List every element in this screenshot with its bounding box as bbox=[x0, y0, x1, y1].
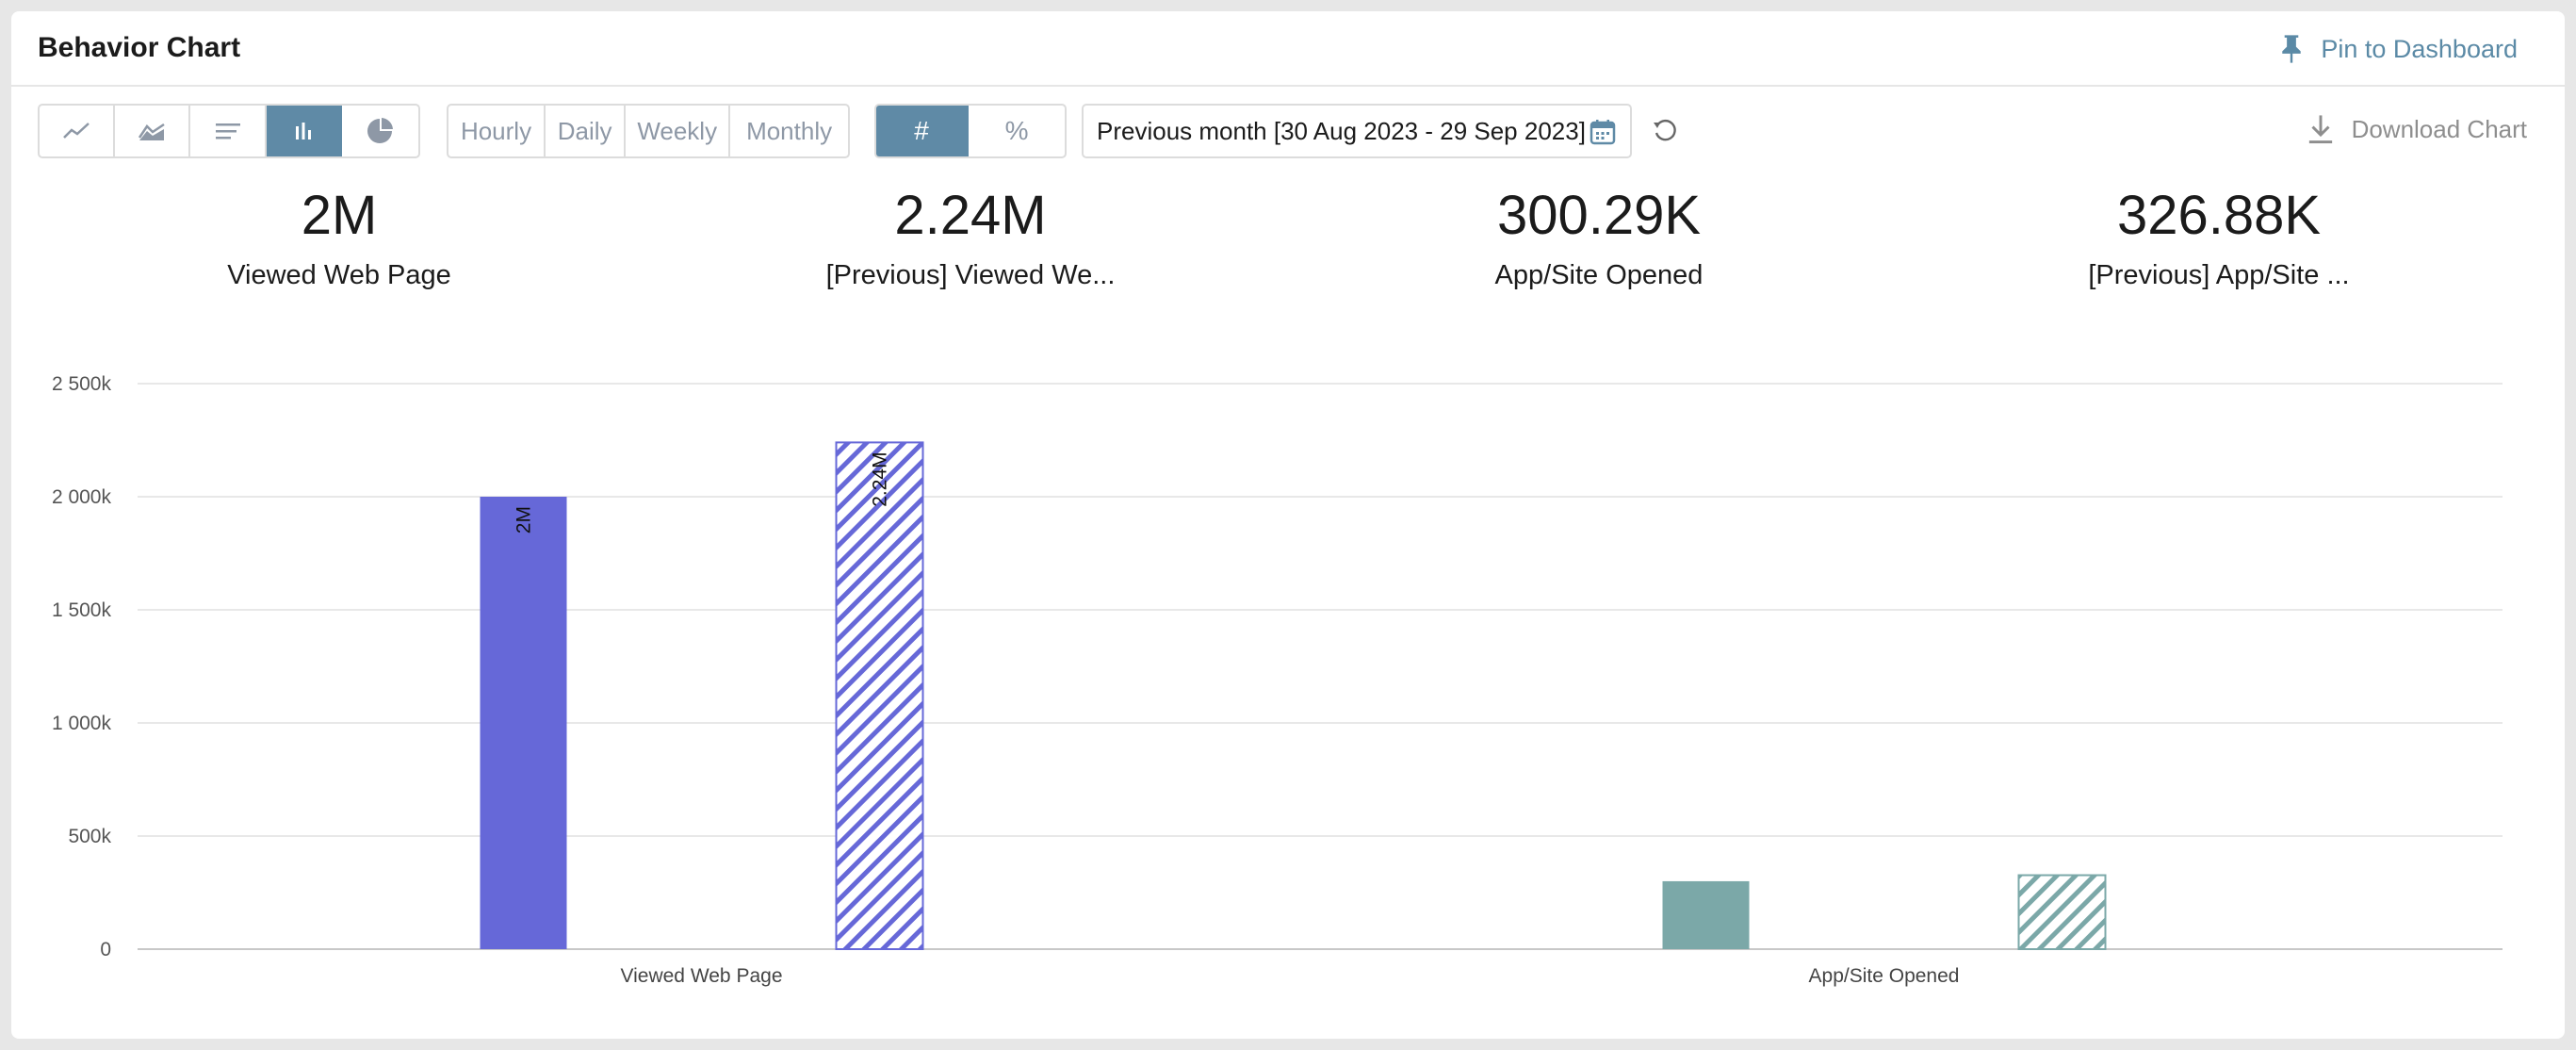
x-category-label: Viewed Web Page bbox=[620, 965, 782, 987]
pin-to-dashboard-label: Pin to Dashboard bbox=[2321, 34, 2518, 63]
card-header: Behavior Chart Pin to Dashboard bbox=[11, 11, 2565, 87]
metric-value: 326.88K bbox=[2116, 185, 2322, 246]
x-category-label: App/Site Opened bbox=[1809, 965, 1960, 987]
y-tick-label: 2 000k bbox=[52, 486, 112, 508]
metric-label: [Previous] App/Site ... bbox=[2088, 260, 2350, 290]
metric-value: 2.24M bbox=[894, 185, 1047, 246]
y-tick-label: 1 000k bbox=[52, 713, 112, 734]
date-range-value: Previous month [30 Aug 2023 - 29 Sep 202… bbox=[1097, 116, 1586, 145]
y-tick-label: 0 bbox=[100, 939, 111, 960]
bar-previous-app-site-opened[interactable] bbox=[2017, 874, 2107, 951]
chart-type-line-button[interactable] bbox=[40, 106, 116, 156]
pin-to-dashboard-button[interactable]: Pin to Dashboard bbox=[2277, 32, 2518, 66]
granularity-monthly-button[interactable]: Monthly bbox=[746, 116, 833, 145]
y-tick-label: 500k bbox=[68, 826, 111, 847]
mode-percent-button[interactable]: % bbox=[1004, 116, 1029, 145]
mode-count-button[interactable]: # bbox=[876, 106, 970, 156]
pie-chart-icon bbox=[367, 118, 394, 143]
area-chart-icon bbox=[139, 123, 165, 140]
metric-previous-viewed-web-page: 2.24M [Previous] Viewed We... bbox=[660, 189, 1281, 291]
metric-value: 300.29K bbox=[1496, 185, 1702, 246]
download-icon bbox=[2308, 115, 2332, 144]
bar-current-viewed-web-page[interactable] bbox=[480, 497, 567, 949]
bar-data-label: 2.24M bbox=[870, 451, 891, 506]
chart-type-bar-button[interactable] bbox=[266, 106, 342, 156]
chart-type-group bbox=[38, 104, 420, 158]
bar-previous-viewed-web-page[interactable] bbox=[835, 441, 924, 950]
granularity-group: Hourly Daily Weekly Monthly bbox=[447, 104, 850, 158]
value-mode-group: # % bbox=[874, 104, 1067, 158]
granularity-weekly-button[interactable]: Weekly bbox=[626, 106, 731, 156]
metric-value: 2M bbox=[301, 185, 378, 246]
calendar-icon bbox=[1590, 120, 1616, 145]
y-tick-label: 1 500k bbox=[52, 599, 112, 621]
chart-type-pie-button[interactable] bbox=[342, 106, 418, 156]
metric-viewed-web-page: 2M Viewed Web Page bbox=[28, 189, 650, 291]
behavior-chart-card: Behavior Chart Pin to Dashboard bbox=[11, 11, 2565, 1039]
metric-label: [Previous] Viewed We... bbox=[825, 260, 1116, 290]
metric-label: App/Site Opened bbox=[1494, 260, 1704, 290]
granularity-daily-button[interactable]: Daily bbox=[546, 106, 627, 156]
chart-type-area-button[interactable] bbox=[115, 106, 191, 156]
bar-current-app-site-opened[interactable] bbox=[1662, 880, 1750, 949]
metric-previous-app-site-opened: 326.88K [Previous] App/Site ... bbox=[1908, 189, 2530, 291]
download-chart-button[interactable]: Download Chart bbox=[2307, 113, 2527, 145]
bar-data-label: 2M bbox=[514, 506, 535, 533]
line-chart-icon bbox=[63, 123, 90, 139]
download-chart-label: Download Chart bbox=[2351, 114, 2527, 143]
granularity-hourly-button[interactable]: Hourly bbox=[448, 106, 546, 156]
chart-type-horizontal-bar-button[interactable] bbox=[190, 106, 267, 156]
bar-chart-icon bbox=[295, 123, 311, 139]
metric-label: Viewed Web Page bbox=[227, 260, 451, 290]
horizontal-bar-icon bbox=[215, 123, 240, 139]
y-tick-label: 2 500k bbox=[52, 373, 112, 395]
card-title: Behavior Chart bbox=[38, 32, 241, 63]
metric-app-site-opened: 300.29K App/Site Opened bbox=[1288, 189, 1910, 291]
pin-icon bbox=[2282, 35, 2302, 63]
reset-icon[interactable] bbox=[1651, 117, 1679, 145]
date-range-picker[interactable]: Previous month [30 Aug 2023 - 29 Sep 202… bbox=[1082, 104, 1632, 158]
